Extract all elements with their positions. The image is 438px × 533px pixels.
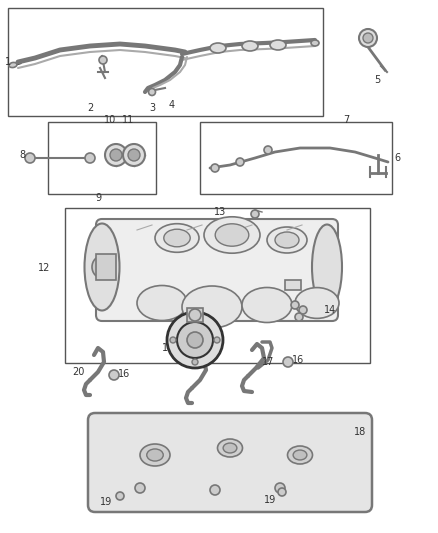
Circle shape — [214, 337, 220, 343]
Circle shape — [25, 153, 35, 163]
Circle shape — [167, 312, 223, 368]
Circle shape — [170, 337, 176, 343]
Text: 12: 12 — [38, 263, 50, 273]
Circle shape — [109, 370, 119, 380]
Text: 19: 19 — [100, 497, 112, 507]
Ellipse shape — [182, 286, 242, 328]
Ellipse shape — [275, 232, 299, 248]
Text: 20: 20 — [72, 367, 84, 377]
Text: 17: 17 — [262, 357, 274, 367]
Circle shape — [210, 485, 220, 495]
Circle shape — [278, 488, 286, 496]
Circle shape — [128, 149, 140, 161]
Ellipse shape — [92, 256, 112, 278]
Ellipse shape — [147, 449, 163, 461]
Circle shape — [192, 359, 198, 365]
Circle shape — [192, 315, 198, 321]
Ellipse shape — [85, 223, 120, 311]
Circle shape — [189, 309, 201, 321]
Ellipse shape — [242, 287, 292, 322]
Bar — [200, 122, 392, 194]
Circle shape — [110, 149, 122, 161]
Circle shape — [291, 301, 299, 309]
Circle shape — [148, 88, 155, 95]
Circle shape — [116, 492, 124, 500]
Text: 9: 9 — [95, 193, 101, 203]
Circle shape — [264, 146, 272, 154]
Ellipse shape — [164, 229, 190, 247]
Bar — [8, 8, 323, 116]
Text: 5: 5 — [374, 75, 380, 85]
FancyBboxPatch shape — [96, 219, 338, 321]
Ellipse shape — [287, 446, 312, 464]
Bar — [285, 280, 301, 290]
Bar — [48, 122, 156, 194]
Text: 6: 6 — [394, 153, 400, 163]
Text: 18: 18 — [354, 427, 366, 437]
Circle shape — [177, 322, 213, 358]
Ellipse shape — [215, 224, 249, 246]
Circle shape — [187, 332, 203, 348]
Circle shape — [363, 33, 373, 43]
Text: 4: 4 — [169, 100, 175, 110]
Circle shape — [99, 56, 107, 64]
Ellipse shape — [242, 41, 258, 51]
Ellipse shape — [267, 227, 307, 253]
Circle shape — [105, 144, 127, 166]
Circle shape — [283, 357, 293, 367]
Circle shape — [251, 210, 259, 218]
Ellipse shape — [312, 224, 342, 310]
Bar — [96, 254, 116, 280]
Ellipse shape — [295, 288, 339, 318]
Ellipse shape — [293, 450, 307, 460]
Ellipse shape — [210, 43, 226, 53]
Circle shape — [295, 313, 303, 321]
Circle shape — [299, 306, 307, 314]
Text: 14: 14 — [324, 305, 336, 315]
Ellipse shape — [218, 439, 243, 457]
Circle shape — [275, 483, 285, 493]
Text: 16: 16 — [292, 355, 304, 365]
Text: 11: 11 — [122, 115, 134, 125]
Text: 10: 10 — [104, 115, 116, 125]
Text: 2: 2 — [87, 103, 93, 113]
Circle shape — [123, 144, 145, 166]
Ellipse shape — [140, 444, 170, 466]
Ellipse shape — [204, 217, 260, 253]
Text: 16: 16 — [118, 369, 130, 379]
Text: 8: 8 — [19, 150, 25, 160]
Circle shape — [135, 483, 145, 493]
Text: 15: 15 — [162, 343, 174, 353]
Circle shape — [359, 29, 377, 47]
Ellipse shape — [223, 443, 237, 453]
Circle shape — [236, 158, 244, 166]
Text: 1: 1 — [5, 57, 11, 67]
Ellipse shape — [155, 224, 199, 252]
FancyBboxPatch shape — [88, 413, 372, 512]
Text: 7: 7 — [343, 115, 349, 125]
Ellipse shape — [311, 40, 319, 46]
Ellipse shape — [137, 286, 187, 320]
Ellipse shape — [270, 40, 286, 50]
Bar — [187, 308, 203, 322]
Bar — [65, 208, 370, 363]
Circle shape — [85, 153, 95, 163]
Text: 3: 3 — [149, 103, 155, 113]
Circle shape — [211, 164, 219, 172]
Text: 13: 13 — [214, 207, 226, 217]
Text: 19: 19 — [264, 495, 276, 505]
Ellipse shape — [9, 62, 17, 68]
